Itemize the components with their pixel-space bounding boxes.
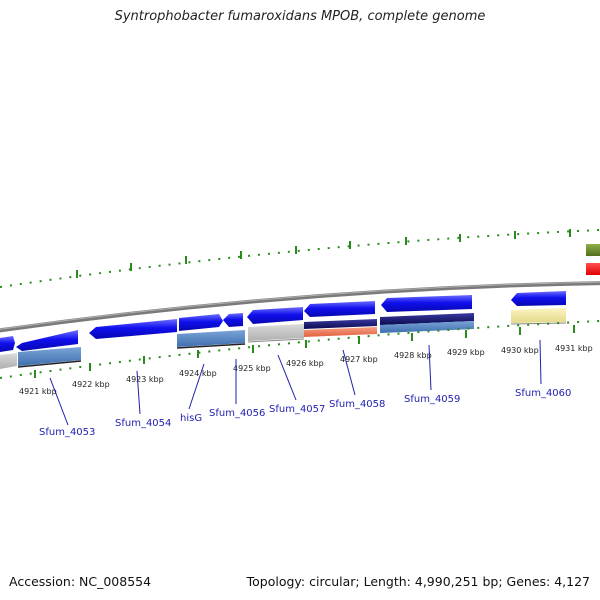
- gene-arrows: [0, 291, 566, 352]
- gene-label-sfum-4056[interactable]: Sfum_4056: [209, 408, 265, 419]
- gene-arrow-sfum-4060[interactable]: [511, 291, 566, 306]
- gene-label-sfum-4053[interactable]: Sfum_4053: [39, 427, 95, 438]
- feature-gray-left[interactable]: [0, 353, 17, 369]
- gene-label-sfum-4059[interactable]: Sfum_4059: [404, 394, 460, 405]
- gene-label-sfum-4060[interactable]: Sfum_4060: [515, 388, 571, 399]
- kbp-label: 4922 kbp: [72, 380, 110, 389]
- feature-sfum-4058-navy[interactable]: [304, 319, 377, 329]
- kbp-label: 4923 kbp: [126, 375, 164, 384]
- kbp-labels: 4921 kbp 4922 kbp 4923 kbp 4924 kbp 4925…: [19, 344, 593, 396]
- kbp-label: 4929 kbp: [447, 348, 485, 357]
- gene-label-hisg[interactable]: hisG: [180, 413, 202, 424]
- outer-scale-ring: [0, 229, 600, 288]
- kbp-label: 4925 kbp: [233, 364, 271, 373]
- gene-label-sfum-4054[interactable]: Sfum_4054: [115, 418, 171, 429]
- feature-sfum-4058-salmon[interactable]: [304, 327, 377, 337]
- accession-text: Accession: NC_008554: [9, 574, 152, 589]
- kbp-label: 4930 kbp: [501, 346, 539, 355]
- label-leader-lines: [49, 339, 542, 426]
- feature-hisg[interactable]: [177, 330, 245, 347]
- feature-sfum-4059-steel[interactable]: [380, 321, 474, 333]
- inner-scale-ring: [0, 320, 600, 379]
- kbp-label: 4926 kbp: [286, 359, 324, 368]
- kbp-label: 4928 kbp: [394, 351, 432, 360]
- feature-sfum-4057[interactable]: [248, 324, 304, 341]
- gene-arrow-sfum-4058[interactable]: [304, 301, 375, 317]
- feature-olive[interactable]: [586, 244, 600, 256]
- kbp-label: 4921 kbp: [19, 387, 57, 396]
- genome-backbone: [0, 281, 600, 333]
- genome-title: Syntrophobacter fumaroxidans MPOB, compl…: [114, 9, 486, 24]
- feature-red[interactable]: [586, 263, 600, 275]
- gene-arrow-sfum-4059[interactable]: [381, 295, 472, 312]
- kbp-label: 4924 kbp: [179, 369, 217, 378]
- gene-label-sfum-4058[interactable]: Sfum_4058: [329, 399, 385, 410]
- gene-arrow-sfum-4053[interactable]: [16, 330, 78, 351]
- gene-labels: Sfum_4053 Sfum_4054 hisG Sfum_4056 Sfum_…: [39, 388, 571, 438]
- genome-summary-text: Topology: circular; Length: 4,990,251 bp…: [246, 574, 590, 589]
- kbp-label: 4927 kbp: [340, 355, 378, 364]
- gene-arrow-sfum-4054[interactable]: [89, 319, 177, 339]
- gene-label-sfum-4057[interactable]: Sfum_4057: [269, 404, 325, 415]
- gene-arrow-left-edge[interactable]: [0, 336, 15, 352]
- feature-sfum-4060[interactable]: [511, 308, 566, 323]
- kbp-label: 4931 kbp: [555, 344, 593, 353]
- gene-arrow-sfum-4056[interactable]: [223, 313, 243, 327]
- gene-arrow-hisg[interactable]: [179, 314, 223, 331]
- feature-bars: [0, 308, 567, 369]
- feature-sfum-4053[interactable]: [18, 347, 81, 366]
- gene-arrow-sfum-4057[interactable]: [247, 307, 303, 324]
